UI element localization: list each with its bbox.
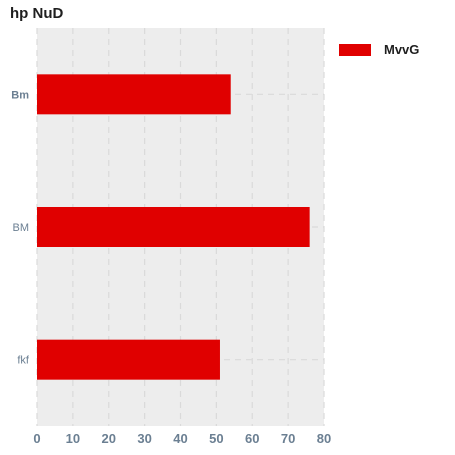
x-tick-label: 30 bbox=[137, 431, 151, 446]
chart-title: hp NuD bbox=[10, 5, 64, 22]
x-tick-label: 60 bbox=[245, 431, 259, 446]
bar-fkf bbox=[37, 339, 220, 380]
bar-bm bbox=[37, 207, 310, 247]
x-tick-label: 50 bbox=[209, 431, 223, 446]
bars bbox=[37, 74, 310, 380]
x-tick-label: 10 bbox=[66, 431, 80, 446]
y-tick-label: fkf bbox=[17, 355, 30, 367]
x-tick-label: 20 bbox=[102, 431, 116, 446]
x-tick-label: 70 bbox=[281, 431, 295, 446]
x-axis-ticks: 0 10 20 30 40 50 60 70 80 bbox=[33, 431, 331, 446]
legend-label: MvvG bbox=[384, 42, 420, 57]
x-tick-label: 40 bbox=[173, 431, 187, 446]
y-axis-ticks: Bm BM fkf bbox=[11, 89, 30, 366]
y-tick-label: BM bbox=[13, 222, 30, 234]
x-tick-label: 0 bbox=[33, 431, 40, 446]
legend-swatch bbox=[339, 43, 371, 56]
bar-bm bbox=[37, 74, 231, 115]
legend: MvvG bbox=[339, 42, 419, 57]
x-tick-label: 80 bbox=[317, 431, 331, 446]
y-tick-label: Bm bbox=[11, 89, 29, 101]
